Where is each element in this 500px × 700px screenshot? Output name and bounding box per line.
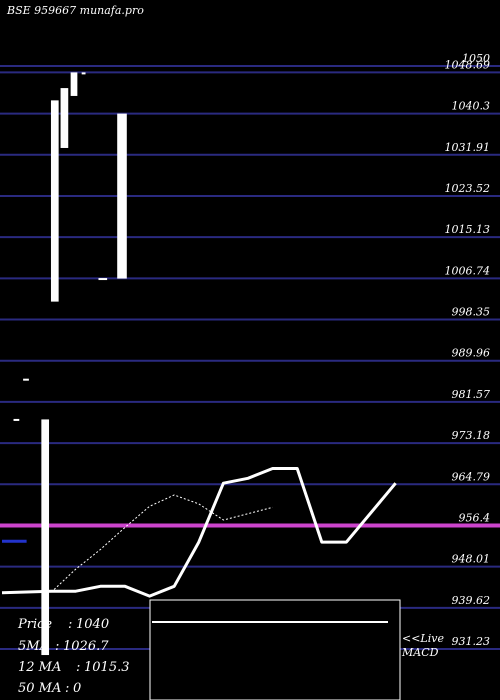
y-tick-label: 1050: [462, 52, 490, 65]
macd-live-label[interactable]: <<Live: [402, 632, 444, 645]
ma-line: [1, 467, 397, 598]
candle: [50, 100, 59, 302]
moving-average-lines: [1, 467, 397, 598]
ma12-stat-label: 12 MA: [18, 660, 61, 675]
y-tick-label: 1031.91: [445, 141, 491, 154]
ma50-stat-label: 50 MA: [18, 681, 61, 696]
price-stat-value: 1040: [76, 617, 109, 632]
y-tick-label: 931.23: [452, 635, 491, 648]
y-tick-label: 1040.3: [452, 100, 491, 113]
candles: [13, 72, 127, 656]
candle: [81, 72, 86, 75]
candle: [23, 378, 29, 381]
price-stat-label: Price: [17, 617, 52, 632]
y-tick-label: 1015.13: [445, 223, 491, 236]
candle: [117, 113, 127, 279]
ma5-stat-colon: :: [55, 639, 59, 654]
y-tick-label: 998.35: [452, 306, 491, 319]
y-tick-label: 1023.52: [445, 182, 491, 195]
ma50-stat-colon: :: [65, 681, 69, 696]
candle: [13, 418, 20, 421]
ma50-stat-value: 0: [73, 681, 81, 696]
ma5-stat-label: 5MA: [18, 639, 49, 654]
candle: [41, 419, 50, 656]
ma-line: [50, 494, 273, 593]
y-tick-label: 1048.69: [445, 58, 491, 71]
y-tick-label: 948.01: [452, 553, 491, 566]
stats-block: Price : 1040 5MA : 1026.7 12 MA : 1015.3…: [17, 617, 130, 696]
y-tick-label: 939.62: [452, 594, 491, 607]
ma5-stat-value: 1026.7: [63, 639, 109, 654]
ma12-stat-value: 1015.3: [84, 660, 130, 675]
y-tick-label: 1006.74: [445, 264, 491, 277]
chart-title: BSE 959667 munafa.pro: [6, 4, 144, 17]
candle: [98, 278, 108, 281]
y-tick-label: 981.57: [452, 388, 491, 401]
y-tick-label: 973.18: [452, 429, 491, 442]
candle: [70, 72, 78, 96]
y-tick-label: 989.96: [452, 347, 491, 360]
grid-lines: [0, 65, 500, 650]
y-tick-label: 964.79: [452, 470, 491, 483]
price-stat-colon: :: [68, 617, 72, 632]
macd-label: MACD: [401, 646, 439, 659]
y-tick-label: 956.4: [459, 511, 491, 524]
macd-panel: [149, 599, 401, 700]
candle: [60, 88, 69, 148]
ma12-stat-colon: :: [76, 660, 80, 675]
